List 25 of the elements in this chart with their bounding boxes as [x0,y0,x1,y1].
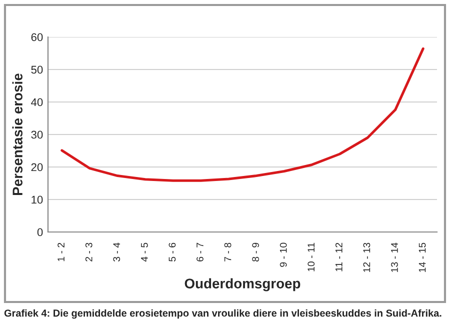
x-tick-label: 12 - 13 [363,242,370,272]
y-tick-label: 30 [31,130,43,139]
x-tick-label: 5 - 6 [168,242,176,262]
y-tick-label: 40 [31,98,43,106]
y-tick-label: 60 [31,33,43,42]
x-tick-label: 2 - 3 [85,242,92,262]
x-tick-label: 13 - 14 [391,242,398,272]
text: Grafiek 4: Die gemiddelde erosietempo van vroulike diere in vleisbeeskuddes in Suid-Afrika. [4,309,442,319]
x-tick-label: 10 - 11 [308,242,315,272]
x-tick-label: 1 - 2 [58,242,64,262]
y-tick-label: 0 [37,228,43,236]
y-tick-label: 10 [32,196,43,204]
x-tick-label: 14 - 15 [418,242,426,272]
x-tick-label: 11 - 12 [335,242,342,272]
x-axis-title: Ouderdomsgroep [184,278,300,292]
x-tick-label: 6 - 7 [196,242,204,262]
line-series [60,47,424,182]
y-tick-label: 20 [31,163,43,172]
x-tick-label: 7 - 8 [224,242,232,262]
x-tick-label: 3 - 4 [113,242,120,262]
x-tick-label: 9 - 10 [280,242,287,267]
x-tick-label: 4 - 5 [141,242,148,262]
x-tick-label: 8 - 9 [252,242,260,262]
y-axis-title: Persentasie erosie [12,74,22,195]
y-tick-label: 50 [31,66,43,74]
